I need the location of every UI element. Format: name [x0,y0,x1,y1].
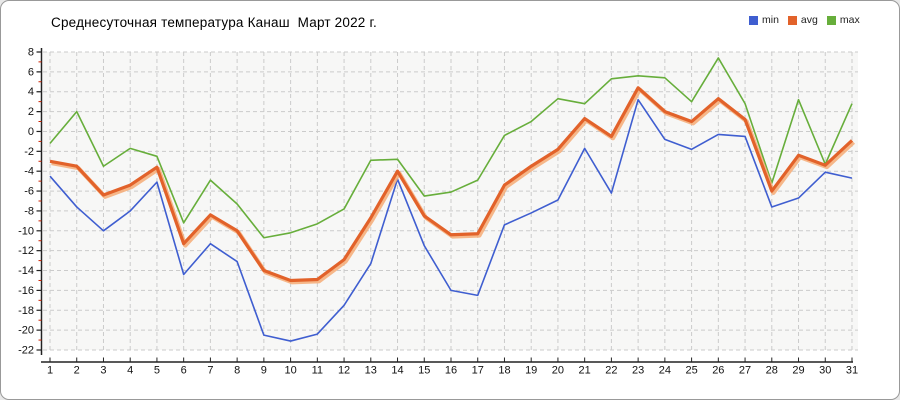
x-tick-label: 16 [445,365,457,377]
x-tick-label: 6 [181,365,187,377]
x-tick-label: 28 [766,365,778,377]
min-series-swatch [749,15,758,25]
x-tick-label: 8 [234,365,240,377]
x-tick-label: 7 [207,365,213,377]
y-tick-label: -12 [18,245,34,257]
x-tick-label: 10 [284,365,296,377]
x-tick-label: 31 [846,365,858,377]
chart-title: Среднесуточная температура Канаш Март 20… [51,15,377,30]
x-tick-label: 12 [338,365,350,377]
legend-item-min: min [749,14,779,26]
x-tick-label: 2 [74,365,80,377]
x-tick-label: 24 [659,365,671,377]
x-tick-label: 15 [418,365,430,377]
x-tick-label: 25 [685,365,697,377]
x-tick-label: 20 [552,365,564,377]
min-line [49,98,853,342]
y-tick-label: -18 [18,305,34,317]
x-tick-label: 19 [525,365,537,377]
x-tick-label: 9 [261,365,267,377]
avg-series-swatch [787,15,797,25]
x-tick-label: 21 [579,365,591,377]
x-tick-label: 3 [100,365,106,377]
x-tick-label: 1 [47,365,53,377]
y-tick-label: -2 [24,146,34,158]
max-series-swatch [826,15,836,25]
y-tick-label: -10 [18,225,34,237]
max-line [49,57,853,239]
avg-series-label: avg [800,14,818,26]
y-tick-label: -8 [24,205,34,217]
x-tick-label: 11 [312,365,323,377]
x-tick-label: 26 [712,365,724,377]
y-tick-label: -4 [24,166,34,178]
avg-line [49,86,854,283]
y-tick-label: -14 [18,265,34,277]
y-tick-label: 8 [28,47,34,59]
x-tick-label: 30 [819,365,831,377]
y-tick-label: 2 [28,106,34,118]
x-tick-label: 29 [792,365,804,377]
y-tick-label: -20 [18,325,34,337]
y-tick-label: 0 [28,126,34,138]
legend-item-max: max [826,14,860,26]
x-tick-label: 23 [632,365,644,377]
y-tick-label: 4 [28,86,34,98]
y-tick-label: -6 [24,186,34,198]
y-tick-label: -16 [18,285,34,297]
x-tick-label: 27 [739,365,751,377]
legend: min avg max [749,14,860,26]
max-series-label: max [839,14,860,26]
x-tick-label: 5 [154,365,160,377]
min-series-label: min [762,14,779,26]
y-tick-label: -22 [18,344,34,356]
x-tick-label: 18 [498,365,510,377]
x-tick-label: 22 [605,365,617,377]
x-tick-label: 14 [391,365,403,377]
x-tick-label: 4 [127,365,133,377]
y-tick-label: 6 [28,66,34,78]
legend-item-avg: avg [787,14,818,26]
x-tick-label: 13 [365,365,377,377]
x-tick-label: 17 [472,365,484,377]
